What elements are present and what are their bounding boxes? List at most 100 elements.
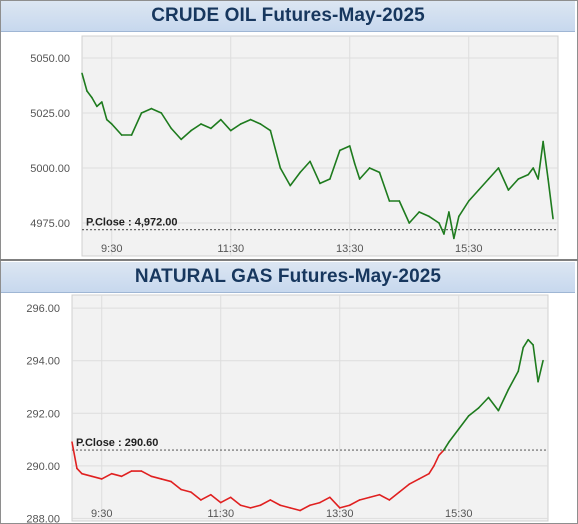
- x-tick-label: 13:30: [326, 508, 354, 520]
- price-line-segment: [229, 123, 242, 132]
- price-line-segment: [467, 407, 480, 417]
- price-line-segment: [477, 396, 490, 409]
- price-line-segment: [299, 504, 311, 512]
- price-series: [81, 72, 554, 240]
- y-tick-label: 5000.00: [30, 163, 70, 175]
- price-line-segment: [71, 441, 78, 470]
- price-line-segment: [438, 449, 445, 457]
- price-line-segment: [497, 388, 510, 412]
- price-line-segment: [190, 491, 202, 501]
- price-line-segment: [547, 178, 554, 220]
- price-line-segment: [200, 123, 212, 130]
- price-line-segment: [329, 149, 341, 180]
- price-line-segment: [368, 493, 381, 499]
- price-line-segment: [269, 499, 282, 507]
- price-line-segment: [91, 96, 98, 108]
- price-line-segment: [467, 189, 480, 202]
- price-line-segment: [279, 504, 291, 509]
- price-line-segment: [443, 441, 450, 451]
- prev-close-label: P.Close : 290.60: [76, 437, 158, 449]
- price-line-segment: [100, 472, 113, 480]
- price-line-segment: [110, 472, 123, 478]
- chart-title-bar: NATURAL GAS Futures-May-2025: [1, 262, 575, 293]
- price-line-segment: [348, 145, 356, 165]
- price-line-segment: [319, 178, 331, 185]
- price-line-segment: [522, 338, 529, 349]
- price-line-segment: [358, 167, 371, 180]
- price-line-segment: [527, 338, 534, 346]
- y-tick-label: 5050.00: [30, 53, 70, 65]
- y-tick-label: 288.00: [26, 513, 60, 523]
- price-line-segment: [448, 428, 460, 443]
- price-line-segment: [428, 465, 435, 475]
- price-line-segment: [348, 499, 361, 507]
- price-line-segment: [507, 370, 520, 391]
- price-line-segment: [443, 211, 450, 235]
- price-line-segment: [150, 475, 163, 480]
- price-line-segment: [408, 478, 420, 486]
- price-line-segment: [91, 475, 103, 480]
- price-line-segment: [120, 470, 133, 478]
- x-tick-label: 9:30: [91, 508, 112, 520]
- price-line-segment: [418, 211, 430, 218]
- y-tick-label: 296.00: [26, 303, 60, 315]
- price-line-segment: [418, 472, 430, 480]
- price-line-segment: [309, 160, 321, 185]
- price-line-segment: [339, 145, 351, 152]
- natural-gas-chart-svg: 296.00 294.00 292.00 290.00 288.00 9:30 11:30 1…: [26, 294, 549, 523]
- x-tick-label: 15:30: [445, 508, 473, 520]
- price-line-segment: [229, 496, 242, 507]
- price-line-segment: [329, 496, 341, 509]
- price-line-segment: [378, 493, 391, 501]
- price-line-segment: [453, 215, 460, 240]
- price-line-segment: [210, 493, 222, 504]
- chart-title-bar: CRUDE OIL Futures-May-2025: [1, 1, 575, 32]
- price-line-segment: [517, 346, 525, 373]
- price-line-segment: [200, 493, 212, 501]
- price-line-segment: [101, 101, 108, 121]
- crude-oil-chart-svg: 5050.00 5025.00 5000.00 4975.00 9:30 11:30 13:…: [30, 35, 559, 257]
- price-line-segment: [309, 501, 321, 507]
- price-line-segment: [319, 496, 331, 504]
- price-line-segment: [358, 496, 371, 501]
- prev-close-label: P.Close : 4,972.00: [86, 217, 178, 229]
- price-line-segment: [338, 504, 351, 509]
- price-line-segment: [180, 129, 192, 141]
- price-line-segment: [96, 101, 103, 108]
- chart-title: CRUDE OIL Futures-May-2025: [151, 5, 425, 26]
- price-line-segment: [239, 118, 252, 125]
- price-line-segment: [289, 507, 301, 512]
- price-line-segment: [507, 178, 520, 191]
- x-tick-label: 15:30: [455, 243, 483, 255]
- price-line-segment: [542, 140, 549, 180]
- natural-gas-chart-panel: NATURAL GAS Futures-May-2025 296.00 294.0…: [0, 261, 578, 524]
- price-line-segment: [269, 129, 282, 169]
- y-tick-label: 290.00: [26, 461, 60, 473]
- price-line-segment: [398, 483, 410, 493]
- price-line-segment: [140, 470, 153, 478]
- price-line-segment: [527, 167, 535, 176]
- price-line-segment: [537, 140, 544, 180]
- plot-area: [81, 35, 559, 257]
- price-line-segment: [160, 478, 172, 483]
- crude-oil-chart-panel: CRUDE OIL Futures-May-2025 5050.00 5025.0…: [0, 0, 578, 260]
- panel-divider: [0, 259, 578, 261]
- price-line-segment: [428, 215, 440, 224]
- price-line-segment: [76, 467, 83, 475]
- price-line-segment: [86, 90, 93, 99]
- price-line-segment: [458, 200, 470, 218]
- price-line-segment: [457, 415, 470, 430]
- price-line-segment: [497, 167, 510, 191]
- price-line-segment: [81, 72, 88, 92]
- x-tick-label: 9:30: [101, 243, 122, 255]
- price-line-segment: [532, 344, 539, 383]
- price-line-segment: [388, 491, 401, 501]
- price-line-segment: [249, 118, 262, 125]
- price-line-segment: [408, 211, 420, 224]
- price-line-segment: [259, 499, 272, 507]
- price-line-segment: [180, 488, 192, 493]
- price-line-segment: [487, 396, 500, 412]
- price-line-segment: [537, 359, 544, 383]
- price-line-segment: [105, 118, 113, 125]
- price-line-segment: [487, 167, 500, 180]
